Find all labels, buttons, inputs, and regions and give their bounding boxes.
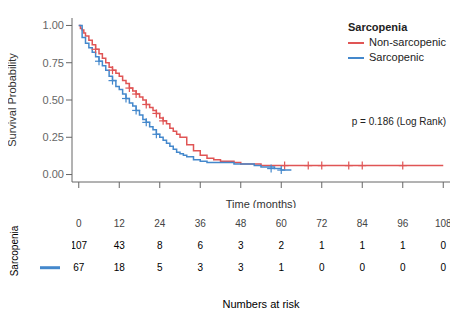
svg-text:Time (months): Time (months)	[226, 198, 297, 208]
html-text:Sarcopenic: Sarcopenic	[369, 51, 424, 63]
svg-text:Numbers at risk: Numbers at risk	[222, 298, 300, 308]
svg-text:2: 2	[278, 240, 284, 251]
html-text:Sarcopenia: Sarcopenia	[348, 21, 408, 33]
svg-text:24: 24	[154, 218, 166, 229]
svg-text:18: 18	[114, 262, 126, 273]
svg-text:3: 3	[238, 240, 244, 251]
svg-text:1.00: 1.00	[43, 19, 64, 31]
svg-text:0: 0	[440, 240, 446, 251]
svg-text:67: 67	[73, 262, 85, 273]
html-text:p = 0.186 (Log Rank): p = 0.186 (Log Rank)	[351, 116, 446, 127]
svg-text:60: 60	[276, 218, 288, 229]
svg-text:107: 107	[72, 240, 88, 251]
svg-text:1: 1	[278, 262, 284, 273]
svg-text:96: 96	[397, 218, 409, 229]
svg-text:48: 48	[235, 218, 247, 229]
svg-text:Survival Probability: Survival Probability	[8, 53, 18, 147]
svg-text:0: 0	[400, 262, 406, 273]
svg-text:Sarcopenia: Sarcopenia	[9, 225, 20, 276]
svg-text:0.00: 0.00	[43, 168, 64, 180]
svg-text:84: 84	[357, 218, 369, 229]
svg-text:6: 6	[197, 240, 203, 251]
svg-text:0.75: 0.75	[43, 57, 64, 69]
html-text:Non-sarcopenic: Non-sarcopenic	[369, 36, 446, 48]
svg-text:108: 108	[435, 218, 450, 229]
svg-text:72: 72	[316, 218, 328, 229]
svg-text:0: 0	[319, 262, 325, 273]
svg-text:8: 8	[157, 240, 163, 251]
svg-text:36: 36	[195, 218, 207, 229]
svg-text:12: 12	[114, 218, 126, 229]
svg-text:0: 0	[76, 218, 82, 229]
svg-text:43: 43	[114, 240, 126, 251]
svg-text:1: 1	[359, 240, 365, 251]
svg-text:0: 0	[359, 262, 365, 273]
svg-text:0.50: 0.50	[43, 94, 64, 106]
svg-text:0: 0	[440, 262, 446, 273]
svg-text:5: 5	[157, 262, 163, 273]
svg-text:3: 3	[197, 262, 203, 273]
svg-text:1: 1	[319, 240, 325, 251]
svg-text:0.25: 0.25	[43, 131, 64, 143]
svg-text:1: 1	[400, 240, 406, 251]
svg-text:3: 3	[238, 262, 244, 273]
